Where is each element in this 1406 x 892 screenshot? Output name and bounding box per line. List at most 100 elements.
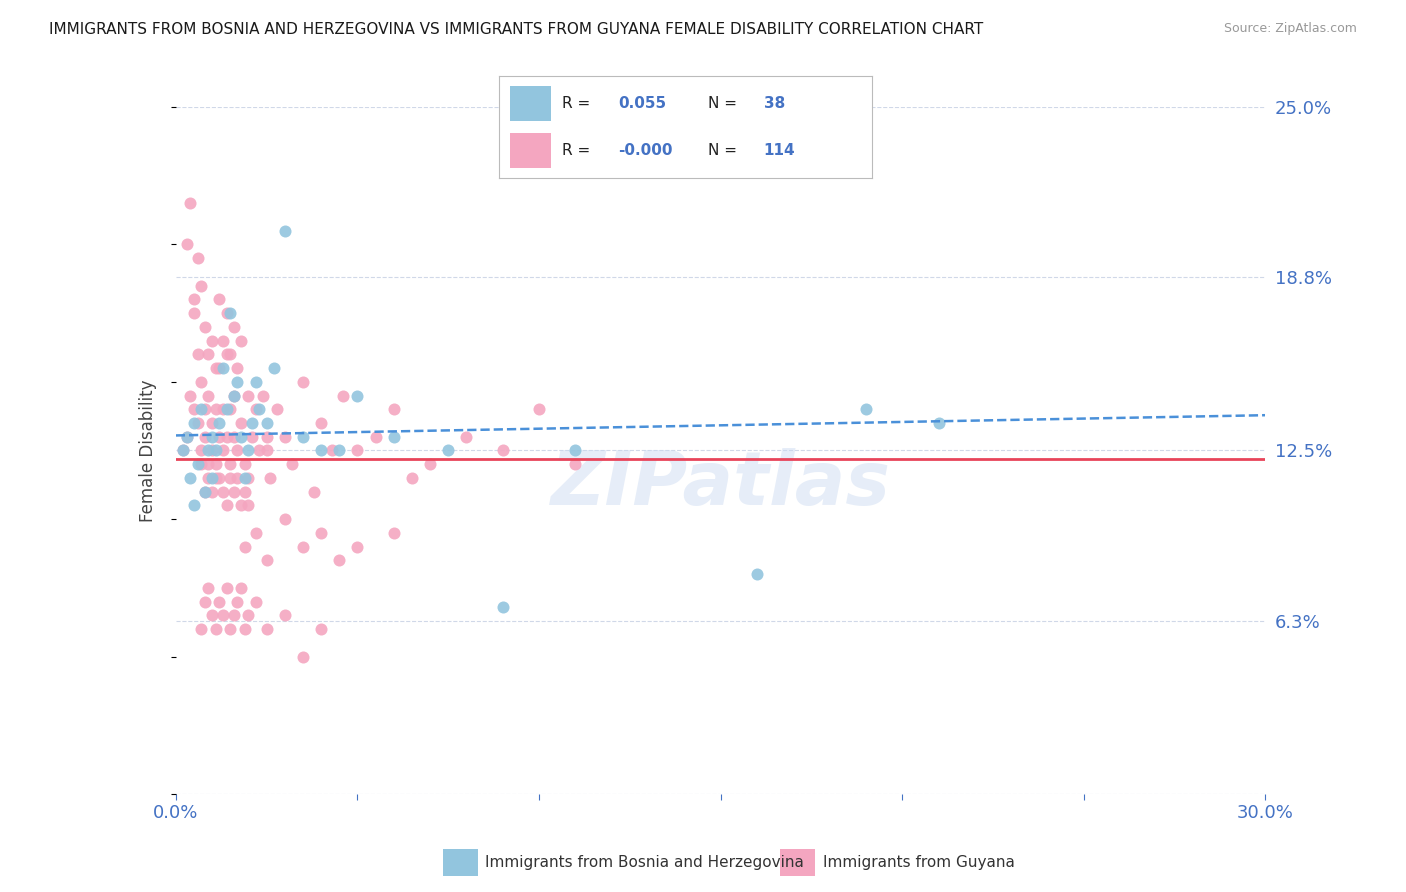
Point: [190, 278, 212, 293]
Point: [219, 347, 242, 361]
Point: [212, 402, 235, 417]
Point: [274, 608, 297, 623]
Point: [291, 540, 314, 554]
Point: [183, 293, 205, 307]
Point: [222, 484, 245, 499]
Point: [245, 402, 267, 417]
Point: [328, 553, 350, 567]
Point: [263, 361, 285, 376]
Point: [179, 388, 201, 402]
Point: [212, 484, 235, 499]
Text: R =: R =: [562, 144, 596, 158]
Point: [183, 499, 205, 513]
Point: [194, 319, 217, 334]
Point: [212, 443, 235, 458]
Text: IMMIGRANTS FROM BOSNIA AND HERZEGOVINA VS IMMIGRANTS FROM GUYANA FEMALE DISABILI: IMMIGRANTS FROM BOSNIA AND HERZEGOVINA V…: [49, 22, 983, 37]
Point: [564, 443, 586, 458]
Point: [179, 196, 201, 211]
Point: [419, 457, 441, 471]
Point: [231, 430, 253, 444]
Point: [172, 443, 194, 458]
Text: ZIPatlas: ZIPatlas: [551, 449, 890, 521]
Point: [745, 567, 768, 582]
Point: [204, 471, 226, 485]
Text: Immigrants from Bosnia and Herzegovina: Immigrants from Bosnia and Herzegovina: [485, 855, 804, 870]
Point: [247, 402, 270, 417]
Point: [212, 361, 235, 376]
Point: [186, 251, 209, 265]
Point: [190, 622, 212, 636]
Point: [183, 306, 205, 320]
Point: [309, 525, 332, 540]
Point: [309, 416, 332, 430]
Point: [212, 334, 235, 348]
Point: [215, 499, 238, 513]
Text: 38: 38: [763, 96, 785, 111]
Point: [252, 388, 274, 402]
Point: [456, 430, 478, 444]
Point: [208, 594, 231, 608]
Point: [222, 319, 245, 334]
Point: [492, 443, 515, 458]
Point: [226, 443, 249, 458]
Point: [274, 430, 297, 444]
Point: [215, 402, 238, 417]
Point: [201, 471, 224, 485]
Point: [172, 443, 194, 458]
Point: [226, 361, 249, 376]
Point: [176, 430, 198, 444]
Point: [183, 402, 205, 417]
Point: [233, 471, 256, 485]
Point: [212, 608, 235, 623]
Point: [240, 416, 263, 430]
Point: [247, 443, 270, 458]
Point: [201, 608, 224, 623]
Point: [233, 457, 256, 471]
Point: [928, 416, 950, 430]
Text: 0.055: 0.055: [619, 96, 666, 111]
Point: [219, 402, 242, 417]
Point: [190, 402, 212, 417]
Point: [183, 416, 205, 430]
Point: [855, 402, 877, 417]
Point: [208, 471, 231, 485]
Point: [219, 622, 242, 636]
Point: [238, 443, 260, 458]
Point: [382, 525, 405, 540]
Text: R =: R =: [562, 96, 596, 111]
Point: [226, 471, 249, 485]
Point: [197, 471, 219, 485]
Point: [215, 306, 238, 320]
Point: [309, 443, 332, 458]
Point: [245, 375, 267, 389]
Point: [328, 443, 350, 458]
Point: [346, 388, 368, 402]
Point: [201, 484, 224, 499]
Point: [231, 334, 253, 348]
Point: [240, 430, 263, 444]
Point: [215, 581, 238, 595]
Point: [332, 388, 354, 402]
Point: [259, 471, 281, 485]
Point: [256, 553, 278, 567]
Point: [176, 430, 198, 444]
Point: [291, 649, 314, 664]
Point: [382, 430, 405, 444]
Point: [233, 484, 256, 499]
Point: [208, 416, 231, 430]
Point: [364, 430, 387, 444]
Point: [321, 443, 343, 458]
Point: [186, 347, 209, 361]
Point: [197, 347, 219, 361]
Point: [382, 402, 405, 417]
Text: -0.000: -0.000: [619, 144, 673, 158]
Point: [208, 361, 231, 376]
Point: [197, 457, 219, 471]
Point: [194, 484, 217, 499]
Point: [197, 443, 219, 458]
Bar: [510, 87, 551, 121]
Text: Immigrants from Guyana: Immigrants from Guyana: [823, 855, 1014, 870]
Point: [291, 430, 314, 444]
Point: [238, 471, 260, 485]
Point: [527, 402, 550, 417]
